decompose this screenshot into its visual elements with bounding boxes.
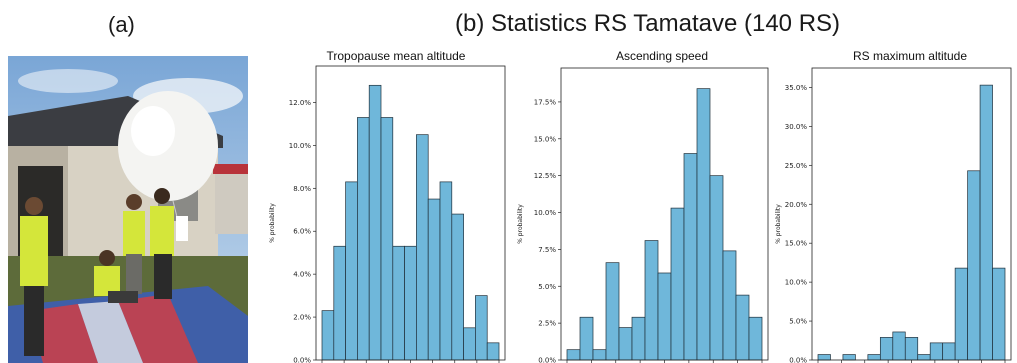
chart-2-ytick-label-0: 0.0% (789, 357, 807, 363)
chart-1-title: Ascending speed (616, 49, 708, 63)
chart-0-bar-6 (392, 245, 405, 361)
chart-1-bar-4 (618, 327, 633, 361)
chart-0-ylabel: % probability (269, 203, 276, 243)
chart-2-bar-14 (992, 267, 1006, 361)
chart-1-ytick-label-4: 10.0% (534, 209, 557, 217)
chart-0-bar-7 (404, 245, 417, 361)
chart-0-ytick-label-4: 8.0% (293, 185, 311, 193)
chart-2-title: RS maximum altitude (853, 49, 967, 63)
chart-0-title: Tropopause mean altitude (327, 49, 466, 63)
chart-2-bar-0 (817, 354, 831, 361)
chart-2-ytick-label-2: 10.0% (785, 279, 808, 287)
chart-0-bar-11 (451, 213, 464, 361)
chart-2-ytick-label-6: 30.0% (785, 123, 808, 131)
chart-1-bar-2 (592, 349, 607, 361)
chart-2-ytick-label-3: 15.0% (785, 240, 808, 248)
chart-0-ytick-label-6: 12.0% (289, 99, 312, 107)
panel-label-a: (a) (108, 12, 135, 37)
chart-1-ytick-label-1: 2.5% (538, 320, 556, 328)
panel-label-b: (b) Statistics RS Tamatave (140 RS) (455, 10, 841, 37)
chart-1-bar-10 (696, 88, 711, 361)
chart-1-bar-0 (566, 349, 581, 361)
chart-2-ylabel: % probability (775, 204, 782, 244)
chart-0-ytick-label-1: 2.0% (293, 314, 311, 322)
chart-2-bar-4 (867, 354, 881, 361)
chart-1-bar-8 (670, 207, 685, 361)
chart-0-bar-13 (475, 295, 488, 361)
chart-2-bar-9 (929, 342, 944, 361)
chart-0-bar-5 (380, 117, 394, 361)
chart-0-bar-4 (368, 84, 382, 361)
chart-0-ytick-label-3: 6.0% (293, 228, 311, 236)
chart-1-bar-13 (735, 294, 750, 361)
chart-2-bar-6 (892, 331, 906, 361)
chart-2-bar-2 (842, 354, 856, 361)
chart-1-bar-9 (683, 153, 698, 361)
chart-0-ytick-label-0: 0.0% (293, 357, 311, 363)
chart-2-bar-12 (967, 170, 981, 361)
chart-0-frame (315, 65, 506, 361)
chart-0-bar-9 (427, 198, 441, 361)
chart-0-bar-2 (345, 181, 358, 361)
chart-1-bar-7 (657, 272, 672, 361)
chart-2-ytick-label-4: 20.0% (785, 201, 808, 209)
chart-1-svg: Ascending speed 0.0% 2.5% 5.0% 7.5% 10.0% 12.5… (517, 49, 769, 363)
chart-2-bar-7 (904, 337, 919, 361)
chart-0-ytick-label-5: 10.0% (289, 142, 312, 150)
chart-1-ytick-label-3: 7.5% (538, 246, 556, 254)
chart-1-bar-6 (644, 240, 659, 361)
chart-1-bar-14 (748, 316, 763, 361)
chart-0-bar-1 (333, 245, 346, 361)
chart-tropopause: Tropopause mean altitude 0.0% 2.0% 4.0% 6.0%… (262, 42, 512, 363)
chart-0-bar-3 (357, 117, 370, 361)
chart-1-frame (560, 67, 769, 361)
chart-2-ytick-label-7: 35.0% (785, 84, 808, 92)
chart-1-bar-11 (709, 175, 724, 361)
chart-2-ytick-label-1: 5.0% (789, 318, 807, 326)
chart-2-ytick-label-5: 25.0% (785, 162, 808, 170)
chart-0-svg: Tropopause mean altitude 0.0% 2.0% 4.0% 6.0%… (269, 49, 506, 363)
chart-2-svg: RS maximum altitude 0.0% 5.0% 10.0% 15.0% 20.… (775, 49, 1012, 363)
chart-1-ytick-label-6: 15.0% (534, 135, 557, 143)
chart-1-bar-5 (631, 316, 646, 361)
chart-2-bar-11 (954, 267, 968, 361)
chart-1-ytick-label-5: 12.5% (534, 172, 557, 180)
chart-0-bar-0 (321, 310, 335, 361)
chart-2-bar-5 (879, 337, 894, 361)
chart-2-bar-10 (942, 342, 956, 361)
chart-1-ytick-label-0: 0.0% (538, 357, 556, 363)
chart-1-bar-12 (722, 250, 737, 361)
radiosonde-launch-photo-icon (8, 56, 248, 363)
chart-max-altitude: RS maximum altitude 0.0% 5.0% 10.0% 15.0% 20.… (768, 42, 1017, 363)
chart-1-ytick-label-7: 17.5% (534, 98, 557, 106)
chart-0-bar-8 (416, 134, 429, 361)
chart-0-bar-10 (439, 181, 453, 361)
chart-2-bar-8 (917, 354, 931, 361)
chart-ascending-speed: Ascending speed 0.0% 2.5% 5.0% 7.5% 10.0% 12.5… (510, 42, 772, 363)
chart-2-bar-13 (979, 84, 993, 361)
chart-0-bar-14 (486, 342, 500, 361)
chart-2-frame (811, 67, 1012, 361)
chart-0-ytick-label-2: 4.0% (293, 271, 311, 279)
chart-1-bar-3 (605, 262, 620, 361)
radiosonde-launch-photo (8, 56, 248, 363)
chart-1-ylabel: % probability (517, 204, 524, 244)
chart-1-bar-1 (579, 316, 594, 361)
chart-0-bar-12 (463, 327, 476, 361)
chart-1-ytick-label-2: 5.0% (538, 283, 556, 291)
